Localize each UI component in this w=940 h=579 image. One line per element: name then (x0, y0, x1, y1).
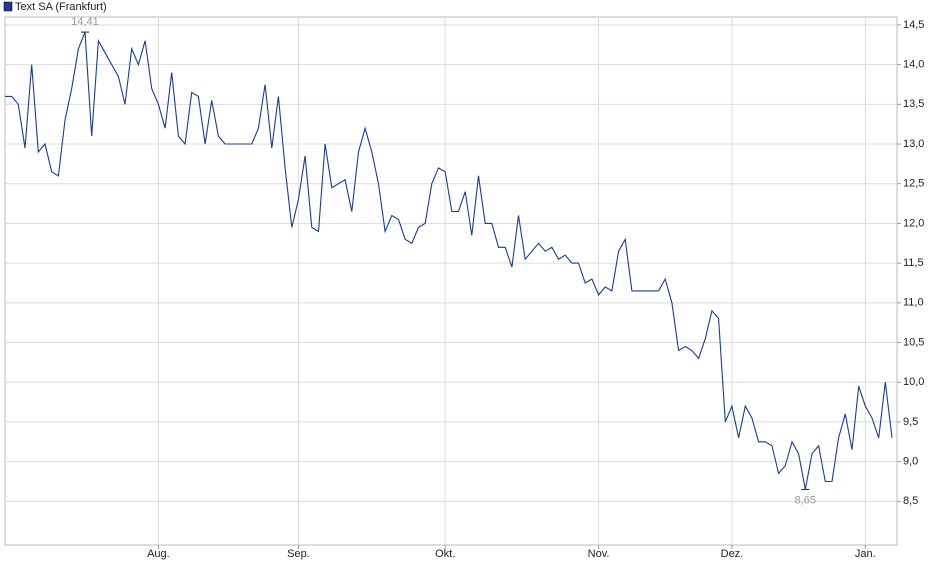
x-tick-label: Dez. (721, 548, 744, 560)
y-tick-label: 14,0 (903, 59, 924, 71)
y-tick-label: 10,5 (903, 336, 924, 348)
x-tick-label: Aug. (147, 548, 170, 560)
y-tick-label: 14,5 (903, 19, 924, 31)
y-tick-label: 12,5 (903, 178, 924, 190)
y-tick-label: 9,0 (903, 456, 918, 468)
legend-swatch (3, 1, 13, 12)
x-tick-label: Jan. (855, 548, 876, 560)
y-tick-label: 10,0 (903, 376, 924, 388)
value-label: 8,65 (795, 494, 816, 506)
y-tick-label: 13,0 (903, 138, 924, 150)
x-tick-label: Nov. (588, 548, 610, 560)
y-tick-label: 11,0 (903, 297, 924, 309)
y-tick-label: 8,5 (903, 495, 918, 507)
x-tick-label: Okt. (435, 548, 455, 560)
value-label: 14,41 (71, 16, 99, 28)
legend-label: Text SA (Frankfurt) (15, 1, 107, 13)
x-tick-label: Sep. (287, 548, 310, 560)
y-tick-label: 13,5 (903, 98, 924, 110)
y-tick-label: 12,0 (903, 217, 924, 229)
plot-frame (4, 16, 898, 546)
price-line (5, 31, 893, 490)
y-tick-label: 11,5 (903, 257, 924, 269)
y-tick-label: 9,5 (903, 416, 918, 428)
